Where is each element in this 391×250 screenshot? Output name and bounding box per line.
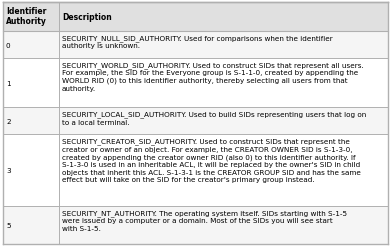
Bar — [3, 3, 388, 32]
Bar — [3, 108, 388, 135]
Bar — [3, 206, 388, 244]
Text: SECURITY_WORLD_SID_AUTHORITY. Used to construct SIDs that represent all users.
F: SECURITY_WORLD_SID_AUTHORITY. Used to co… — [62, 62, 364, 92]
Text: 2: 2 — [6, 118, 11, 124]
Text: 0: 0 — [6, 42, 11, 48]
Text: 3: 3 — [6, 168, 11, 173]
Bar — [3, 135, 388, 206]
Bar — [3, 59, 388, 108]
Text: 5: 5 — [6, 222, 11, 228]
Text: 1: 1 — [6, 80, 11, 86]
Text: SECURITY_LOCAL_SID_AUTHORITY. Used to build SIDs representing users that log on
: SECURITY_LOCAL_SID_AUTHORITY. Used to bu… — [62, 111, 366, 125]
Text: SECURITY_NT_AUTHORITY. The operating system itself. SIDs starting with S-1-5
wer: SECURITY_NT_AUTHORITY. The operating sys… — [62, 209, 347, 231]
Text: SECURITY_CREATOR_SID_AUTHORITY. Used to construct SIDs that represent the
creato: SECURITY_CREATOR_SID_AUTHORITY. Used to … — [62, 138, 361, 182]
Text: SECURITY_NULL_SID_AUTHORITY. Used for comparisons when the identifier
authority : SECURITY_NULL_SID_AUTHORITY. Used for co… — [62, 35, 333, 49]
Text: Description: Description — [62, 13, 111, 22]
Text: Identifier
Authority: Identifier Authority — [6, 7, 47, 26]
Bar — [3, 32, 388, 59]
